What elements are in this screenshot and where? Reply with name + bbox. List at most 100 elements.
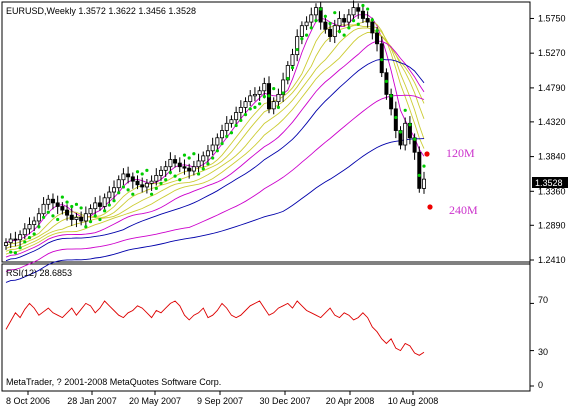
price-axis-ticks: 1.5750 1.5270 1.4790 1.4320 1.3840 1.3360 1.28… (530, 13, 566, 265)
moving-average-line (5, 138, 425, 283)
candle-body (163, 166, 168, 171)
time-axis-label: 10 Aug 2008 (388, 396, 439, 406)
candle-body (55, 202, 60, 207)
candle-body (290, 54, 295, 66)
psar-dot (32, 232, 36, 236)
candle-body (27, 224, 32, 230)
psar-dot (173, 174, 177, 178)
price-axis-label: 1.3840 (538, 152, 566, 162)
candle-body (351, 7, 356, 16)
candle-body (375, 32, 380, 45)
candle-body (257, 90, 262, 95)
psar-dot (342, 33, 346, 37)
candle-body (229, 119, 234, 124)
time-axis-label: 8 Oct 2006 (6, 396, 50, 406)
moving-average-line (5, 31, 425, 255)
psar-dot (79, 206, 83, 210)
candle-body (112, 187, 117, 193)
psar-dot (366, 7, 370, 11)
psar-dot (135, 170, 140, 174)
psar-dot (398, 130, 403, 134)
candle-body (271, 101, 276, 110)
rsi-level-30: 30 (538, 347, 548, 357)
price-axis-label: 1.2410 (538, 255, 566, 265)
psar-dot (159, 181, 163, 185)
time-axis-label: 30 Dec 2007 (259, 396, 310, 406)
candle-body (102, 197, 107, 207)
time-axis: 8 Oct 2006 28 Jan 2007 20 May 2007 9 Sep 20… (6, 391, 438, 406)
psar-dot (149, 192, 154, 196)
candle-body (32, 220, 37, 225)
psar-dot (286, 76, 290, 81)
moving-average-line (5, 20, 425, 246)
psar-dot (243, 113, 248, 117)
candle-body (220, 130, 225, 139)
candle-body (332, 25, 337, 37)
psar-dot (192, 152, 196, 156)
psar-dot (380, 58, 384, 62)
psar-dot (408, 123, 412, 127)
candle-body (93, 202, 98, 210)
candle-body (234, 112, 239, 121)
psar-dot (361, 3, 365, 8)
candle-body (18, 234, 23, 241)
psar-dot (154, 186, 158, 191)
candle-body (83, 213, 88, 222)
candle-body (168, 159, 173, 168)
annotation-240m: 240M (449, 203, 478, 217)
candle-body (187, 167, 192, 172)
psar-dot (347, 26, 351, 30)
candle-body (22, 228, 27, 236)
psar-dot (51, 214, 55, 218)
candle-body (403, 122, 408, 146)
psar-dot (65, 200, 69, 204)
rsi-line (5, 300, 534, 387)
candle-body (158, 169, 163, 176)
candle-body (299, 25, 304, 37)
candle-body (173, 159, 178, 164)
psar-dot (27, 235, 32, 240)
psar-dot (131, 192, 135, 196)
psar-dot (201, 167, 205, 171)
candle-body (46, 198, 51, 205)
moving-average-line (5, 40, 425, 258)
candle-body (144, 182, 149, 188)
candle-body (88, 208, 93, 215)
psar-dot (229, 131, 234, 135)
psar-dot (60, 195, 64, 199)
rsi-title: RSI(12) 28.6853 (6, 268, 72, 278)
psar-dot (394, 115, 398, 120)
candle-body (121, 173, 126, 181)
candle-body (8, 238, 13, 244)
moving-average-line (5, 14, 425, 244)
psar-dot (46, 210, 50, 214)
current-price-label: 1.3528 (535, 178, 563, 188)
time-axis-label: 9 Sep 2007 (197, 396, 243, 406)
psar-dot (84, 225, 88, 229)
candle-body (191, 166, 196, 172)
moving-average-line (5, 94, 425, 273)
marker-120m (424, 151, 430, 157)
candle-body (36, 213, 41, 222)
psar-dot (206, 162, 210, 166)
candle-body (328, 28, 333, 37)
price-axis-label: 1.2890 (538, 220, 566, 230)
candle-body (69, 214, 74, 220)
candle-body (342, 18, 347, 23)
psar-dot (211, 156, 215, 160)
psar-dot (258, 102, 262, 106)
psar-dot (328, 21, 332, 26)
psar-dot (272, 87, 276, 91)
candle-body (177, 162, 182, 168)
psar-dot (126, 188, 130, 192)
candle-body (337, 18, 342, 27)
candle-body (154, 174, 159, 182)
price-axis-label: 1.3360 (538, 186, 566, 196)
psar-dot (351, 19, 356, 23)
psar-dot (56, 217, 60, 222)
candle-body (79, 216, 84, 222)
psar-dot (384, 79, 389, 83)
candle-body (252, 93, 257, 97)
